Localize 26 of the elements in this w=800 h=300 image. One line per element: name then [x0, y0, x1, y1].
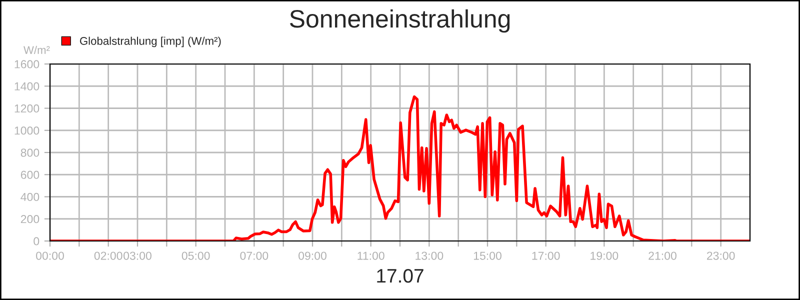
x-tick-label: 13:00 — [416, 252, 444, 260]
y-tick-label: 1000 — [14, 126, 40, 135]
y-axis-title: W/m² — [24, 46, 50, 54]
y-tick-label: 1400 — [14, 82, 40, 90]
legend-label: Globalstrahlung [imp] (W/m²) — [80, 36, 221, 48]
y-tick-label: 1600 — [14, 60, 40, 68]
x-tick-label: 05:00 — [182, 252, 210, 260]
x-tick-label: 11:00 — [358, 252, 384, 260]
y-tick-label: 1200 — [14, 104, 40, 113]
x-tick-label: 23:00 — [706, 252, 735, 260]
y-tick-label: 400 — [20, 192, 40, 202]
y-tick-label: 800 — [20, 148, 40, 157]
x-tick-label: 17:00 — [532, 252, 560, 260]
x-tick-label: 00:00 — [36, 252, 64, 260]
x-tick-label: 03:00 — [124, 252, 152, 260]
chart-title: Sonneneinstrahlung — [290, 9, 510, 33]
x-tick-label: 19:00 — [590, 252, 618, 260]
x-tick-label: 02:00 — [94, 252, 122, 260]
y-tick-label: 600 — [20, 170, 40, 179]
x-tick-label: 21:00 — [648, 252, 676, 260]
x-tick-label: 15:00 — [474, 252, 502, 260]
x-tick-label: 09:00 — [298, 252, 326, 260]
y-tick-label: 200 — [20, 215, 40, 224]
x-tick-label: 07:00 — [240, 252, 268, 260]
x-axis-title: 17.07 — [377, 268, 424, 283]
y-tick-label: 0 — [34, 237, 40, 246]
